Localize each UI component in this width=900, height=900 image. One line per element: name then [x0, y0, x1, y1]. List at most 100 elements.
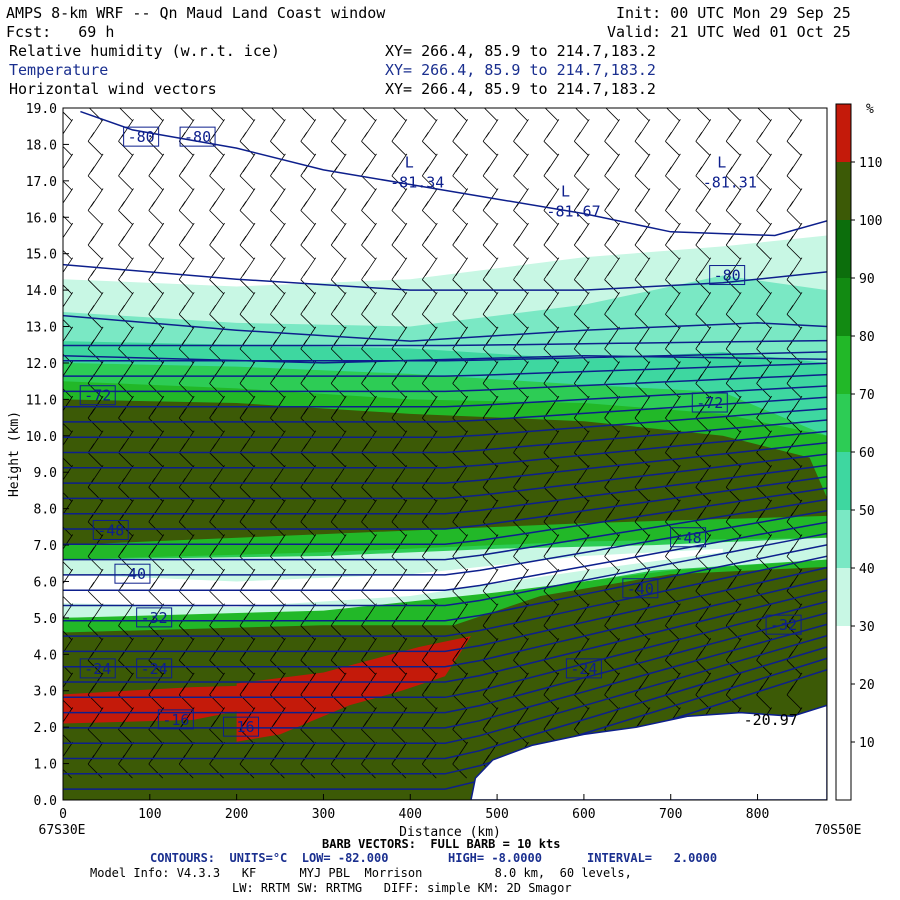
wind-barb [178, 119, 195, 156]
wind-barb [361, 326, 377, 364]
wind-barb [391, 188, 408, 225]
valid-time: Valid: 21 UTC Wed 01 Oct 25 [607, 23, 851, 41]
colorbar-bin [836, 452, 851, 510]
contour-label: -40 [627, 580, 654, 598]
wind-barb [513, 638, 529, 675]
wind-barb [725, 153, 742, 191]
contour-high: HIGH= -8.0000 [448, 851, 542, 865]
isotherm [63, 441, 827, 484]
wind-barb [482, 707, 499, 744]
wind-barb [209, 430, 225, 467]
wind-barb [725, 430, 742, 467]
y-tick-label: 3.0 [34, 685, 57, 700]
isotherm [63, 623, 827, 729]
wind-barb [300, 361, 317, 398]
wind-barb [88, 108, 103, 121]
wind-barb [330, 568, 347, 606]
wind-barb [513, 465, 529, 502]
y-tick-label: 8.0 [34, 503, 57, 518]
wind-barb [361, 119, 377, 156]
wind-barb [786, 465, 803, 502]
wind-barb [665, 395, 681, 433]
contour-label-box [92, 519, 129, 540]
wind-barb [604, 638, 620, 675]
isotherm [63, 487, 827, 546]
wind-barb [361, 292, 377, 329]
wind-barb [634, 395, 651, 433]
model-info-2: LW: RRTM SW: RRTMG DIFF: simple KM: 2D S… [232, 881, 572, 895]
wind-barb [209, 534, 225, 571]
wind-barb [209, 257, 225, 294]
colorbar: 10 20 30 40 50 60 70 80 90 100 110 [835, 103, 882, 801]
wind-barb [453, 108, 467, 121]
wind-barb [361, 534, 377, 571]
wind-barb [513, 672, 529, 710]
colorbar-tick-label: 60 [859, 446, 875, 461]
wind-barb [482, 395, 499, 433]
wind-barb [604, 292, 620, 329]
y-tick-label: 12.0 [26, 357, 57, 372]
low-value: -81.31 [703, 174, 757, 192]
wind-barb [665, 361, 681, 398]
y-tick-label: 14.0 [26, 284, 57, 299]
wind-barb [391, 741, 408, 779]
wind-barb [695, 257, 712, 294]
wind-barb [573, 430, 590, 467]
wind-barb [725, 257, 742, 294]
wind-barb [421, 257, 438, 294]
contour-label-box [765, 614, 802, 635]
wind-barb [239, 153, 256, 191]
isotherm [63, 498, 827, 561]
colorbar-unit: % [866, 102, 874, 117]
contour-label: -80 [128, 128, 155, 146]
wind-barb [209, 188, 225, 225]
wind-barb [452, 568, 469, 606]
wind-barb [573, 568, 590, 606]
wind-barb [756, 292, 772, 329]
wind-barb [239, 672, 256, 710]
wind-barb [482, 361, 499, 398]
wind-barb [482, 257, 499, 294]
contour-label: -48 [675, 529, 702, 547]
chart-title: AMPS 8-km WRF -- Qn Maud Land Coast wind… [6, 4, 386, 22]
wind-barb [300, 568, 317, 606]
wind-barb [421, 326, 438, 364]
wind-barb [300, 395, 317, 433]
wind-barb [63, 568, 74, 606]
isotherm [63, 657, 827, 775]
colorbar-tick-label: 10 [859, 736, 875, 751]
wind-barb [391, 430, 408, 467]
wind-barb [300, 119, 317, 156]
wind-barb [573, 257, 590, 294]
wind-barb [300, 188, 317, 225]
wind-barb [330, 672, 347, 710]
wind-barb [270, 707, 286, 744]
contour-label: -80 [714, 267, 741, 285]
wind-barb [209, 361, 225, 398]
wind-barb [756, 326, 772, 364]
wind-barb [391, 222, 408, 260]
wind-barb [178, 292, 195, 329]
wind-barb [239, 326, 256, 364]
wind-barb [300, 741, 317, 779]
wind-barb [513, 119, 529, 156]
x-tick-label: 100 [138, 807, 161, 822]
wind-barb [482, 638, 499, 675]
wind-barb [240, 108, 255, 121]
wind-barb [665, 222, 681, 260]
wind-barb [543, 292, 560, 329]
wind-barb [786, 430, 803, 467]
colorbar-bin [836, 162, 851, 220]
wind-barb [605, 108, 619, 121]
wind-barb [695, 638, 712, 675]
wind-barb [87, 119, 104, 156]
wind-barb [300, 222, 317, 260]
wind-barb [87, 395, 104, 433]
wind-barb [695, 222, 712, 260]
isotherm [63, 362, 827, 377]
colorbar-bin [836, 104, 851, 162]
wind-barb [695, 395, 712, 433]
y-tick-label: 7.0 [34, 539, 57, 554]
isotherm [63, 430, 827, 469]
isotherm [63, 544, 827, 622]
